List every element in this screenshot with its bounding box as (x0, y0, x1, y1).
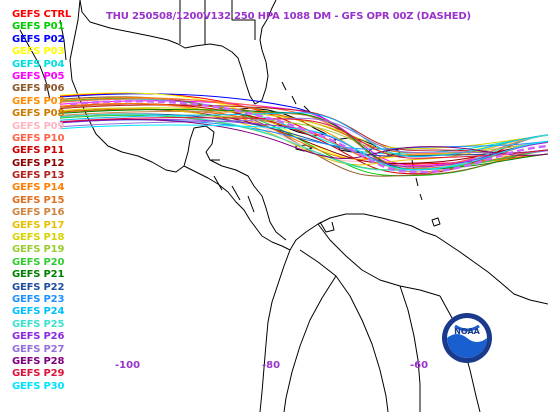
legend-item: GEFS P21 (12, 269, 65, 281)
ensemble-track (59, 117, 548, 154)
legend-item: GEFS P12 (12, 157, 65, 169)
coast-south-america (289, 213, 548, 305)
ensemble-tracks (59, 92, 548, 177)
legend-item: GEFS P08 (12, 108, 65, 120)
legend-item: GEFS P22 (12, 281, 65, 293)
coast-baja (19, 19, 67, 101)
legend-item: GEFS CTRL (12, 9, 71, 20)
coast-sa-west (259, 249, 291, 412)
legend-item: GEFS P11 (12, 145, 65, 157)
legend-item: GEFS P01 (12, 21, 65, 33)
ensemble-track (59, 113, 548, 171)
ensemble-track (59, 112, 548, 158)
coast-central-america-north (209, 159, 287, 241)
ensemble-track (59, 118, 548, 168)
legend-item: GEFS P04 (12, 58, 65, 70)
legend-item: GEFS P02 (12, 33, 65, 45)
gfs-opr-dashed-track (69, 100, 548, 174)
coast-venezuela-lake (319, 221, 335, 233)
legend-item: GEFS P05 (12, 70, 65, 82)
ensemble-track (59, 118, 548, 159)
legend-item: GEFS P18 (12, 232, 65, 244)
legend-item: GEFS P25 (12, 318, 65, 330)
legend-item: GEFS P13 (12, 170, 65, 182)
legend-item: GEFS P15 (12, 194, 65, 206)
ensemble-track (59, 124, 548, 171)
lon-tick-label: -100 (115, 360, 141, 371)
legend-item: GEFS P24 (12, 306, 65, 318)
legend-item: GEFS P23 (12, 293, 65, 305)
legend-item: GEFS P27 (12, 343, 65, 355)
coast-mexico (69, 0, 220, 173)
ensemble-track (59, 103, 548, 162)
legend-item: GEFS P26 (12, 331, 65, 343)
legend-item: GEFS P03 (12, 46, 65, 58)
trinidad (431, 217, 441, 227)
noaa-logo-icon: NOAA (442, 313, 492, 363)
ensemble-track (59, 113, 548, 157)
legend-item: GEFS P07 (12, 95, 65, 107)
legend-item: GEFS P28 (12, 355, 65, 367)
lon-tick-label: -80 (262, 360, 281, 371)
lon-tick-label: -60 (410, 360, 429, 371)
legend-item: GEFS P16 (12, 207, 65, 219)
map-title: THU 250508/1200V132 250 HPA 1088 DM - GF… (106, 11, 471, 22)
ensemble-track (59, 107, 548, 150)
ensemble-track (59, 92, 548, 161)
ensemble-track (59, 102, 548, 160)
state-lines (179, 0, 256, 44)
legend-item: GEFS P19 (12, 244, 65, 256)
legend-item: GEFS P30 (12, 380, 65, 392)
legend-item: GEFS P29 (12, 368, 65, 380)
legend-item: GEFS P09 (12, 120, 65, 132)
sa-borders (283, 223, 481, 412)
coast-us-gulf (79, 0, 277, 105)
legend-item: GEFS P17 (12, 219, 65, 231)
logo-text: NOAA (454, 327, 480, 336)
legend-item: GEFS P20 (12, 256, 65, 268)
bahamas (281, 81, 311, 113)
ensemble-legend: GEFS CTRL GEFS P01 GEFS P02 GEFS P03 GEFS P0… (12, 9, 71, 393)
legend-item: GEFS P14 (12, 182, 65, 194)
legend-item: GEFS P10 (12, 132, 65, 144)
legend-item: GEFS P06 (12, 83, 65, 95)
ensemble-track (59, 117, 548, 159)
coast-central-america (183, 165, 291, 251)
border-lines-ca (213, 175, 255, 213)
